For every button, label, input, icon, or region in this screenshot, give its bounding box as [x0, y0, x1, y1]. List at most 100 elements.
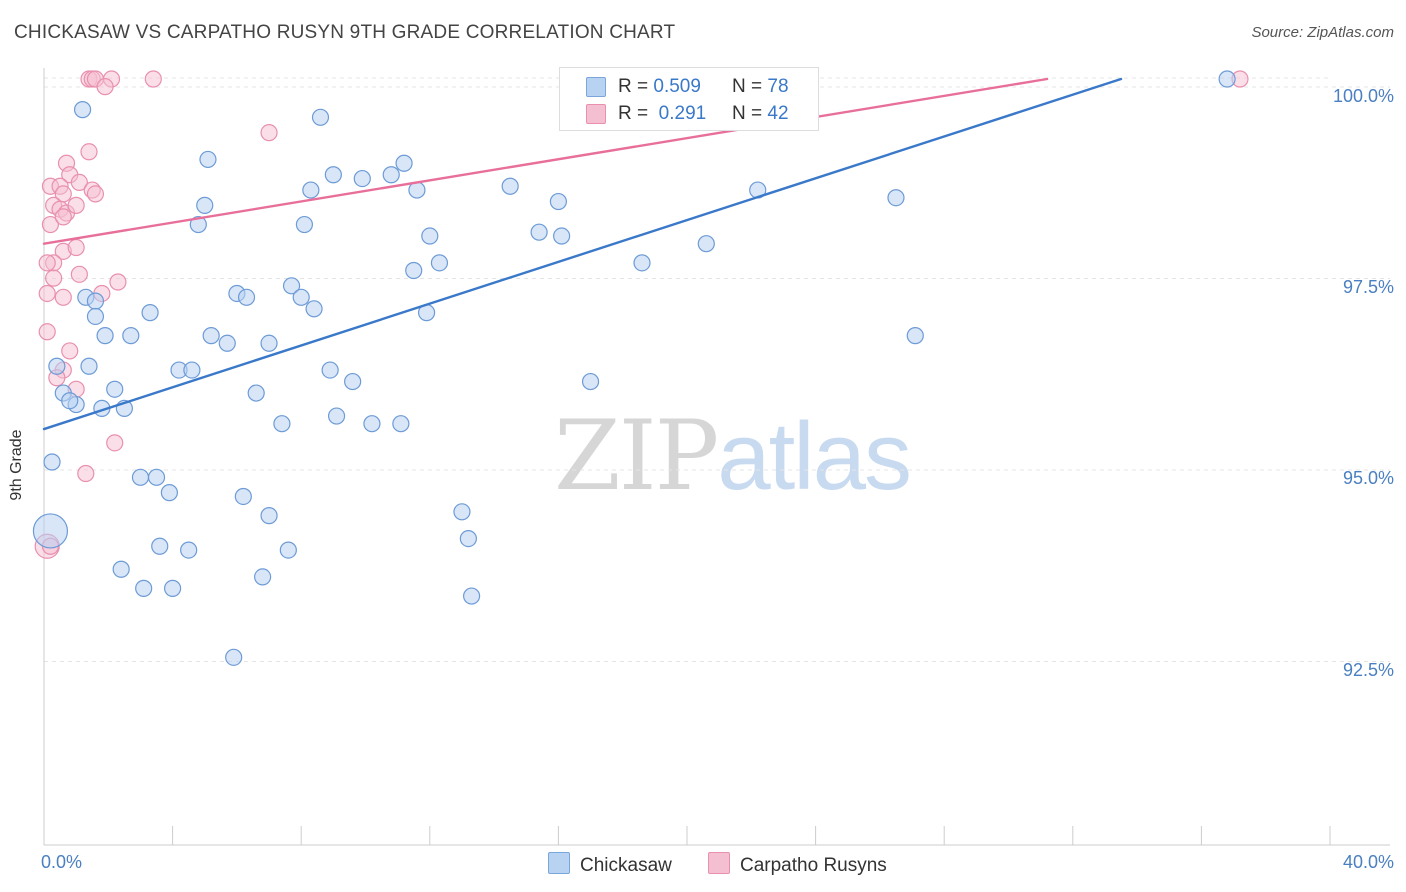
- bottom-legend-swatch-pink: [708, 852, 730, 874]
- r-label: R =: [618, 103, 649, 124]
- chickasaw-point: [327, 407, 346, 425]
- carpatho-rusyns-trend-line: [42, 77, 1049, 245]
- chickasaw-point: [180, 541, 198, 559]
- chickasaw-point: [247, 384, 265, 402]
- chickasaw-point: [363, 415, 381, 433]
- carpatho-rusyns-point: [41, 215, 60, 234]
- axes: [43, 68, 1390, 846]
- chickasaw-point: [501, 177, 519, 195]
- carpatho-rusyns-point: [77, 464, 95, 483]
- chickasaw-point: [697, 235, 715, 253]
- zipatlas-watermark: ZIPatlas: [554, 400, 912, 512]
- n-label: N =: [732, 103, 763, 124]
- chickasaw-point: [141, 304, 159, 322]
- legend-swatch-blue: [586, 77, 606, 97]
- chickasaw-point: [86, 292, 105, 310]
- chickasaw-point: [353, 169, 371, 188]
- carpatho-rusyns-point: [109, 273, 127, 291]
- chickasaw-point: [122, 327, 140, 345]
- chickasaw-point: [189, 215, 207, 234]
- chickasaw-point: [147, 468, 166, 486]
- chickasaw-point: [392, 415, 410, 433]
- chickasaw-point: [183, 361, 201, 379]
- carpatho-rusyns-point: [67, 238, 85, 257]
- chickasaw-point: [135, 579, 153, 597]
- trend-lines: [42, 77, 1123, 431]
- n-value: 42: [767, 103, 789, 124]
- carpatho-rusyns-point: [86, 185, 105, 203]
- chickasaw-point: [112, 560, 130, 578]
- y-tick-label: 97.5%: [1342, 277, 1394, 297]
- carpatho-rusyns-point: [54, 208, 72, 226]
- chickasaw-point: [906, 327, 924, 345]
- chickasaw-point: [196, 196, 214, 214]
- legend-n-pink: N = 42: [732, 103, 789, 125]
- carpatho-rusyns-point: [70, 265, 88, 283]
- chickasaw-point: [32, 513, 69, 549]
- chickasaw-points: [32, 70, 1236, 666]
- chickasaw-point: [131, 468, 150, 486]
- source-label: Source: ZipAtlas.com: [1251, 24, 1394, 41]
- bottom-legend-label-blue: Chickasaw: [580, 855, 672, 876]
- carpatho-rusyns-point: [260, 124, 278, 142]
- chickasaw-point: [633, 254, 651, 272]
- chickasaw-point: [254, 568, 272, 586]
- chickasaw-point: [305, 300, 323, 318]
- chickasaw-point: [218, 334, 236, 352]
- chickasaw-point: [80, 357, 98, 375]
- legend-n-blue: N = 78: [732, 76, 789, 98]
- chickasaw-point: [581, 372, 600, 391]
- chickasaw-point: [453, 503, 471, 521]
- chickasaw-point: [302, 181, 320, 199]
- chickasaw-trend-line: [42, 77, 1123, 431]
- r-value: 0.509: [653, 76, 701, 97]
- bottom-legend-chickasaw: Chickasaw: [548, 852, 672, 877]
- chickasaw-point: [273, 415, 291, 433]
- r-label: R =: [618, 76, 649, 97]
- chickasaw-point: [234, 487, 252, 506]
- chickasaw-point: [887, 189, 905, 207]
- carpatho-rusyns-point: [45, 269, 63, 287]
- chickasaw-point: [106, 380, 124, 398]
- correlation-legend: R = 0.509 N = 78 R = 0.291 N = 42: [559, 67, 819, 131]
- chickasaw-point: [73, 101, 92, 119]
- chickasaw-point: [151, 537, 169, 555]
- chickasaw-point: [279, 541, 297, 559]
- carpatho-rusyns-point: [38, 254, 56, 272]
- chickasaw-point: [395, 154, 413, 172]
- chickasaw-point: [160, 484, 178, 502]
- y-tick-label: 100.0%: [1332, 86, 1394, 106]
- chickasaw-point: [225, 648, 243, 666]
- chickasaw-point: [164, 579, 182, 597]
- chickasaw-point: [260, 334, 278, 352]
- n-value: 78: [767, 76, 789, 97]
- chickasaw-point: [324, 166, 342, 184]
- carpatho-rusyns-point: [106, 434, 124, 452]
- chickasaw-point: [549, 192, 568, 211]
- chickasaw-point: [260, 507, 278, 525]
- chickasaw-point: [61, 392, 79, 410]
- carpatho-rusyns-point: [38, 284, 56, 303]
- legend-swatch-pink: [586, 104, 606, 124]
- chickasaw-point: [344, 372, 362, 391]
- chart-title: CHICKASAW VS CARPATHO RUSYN 9TH GRADE CO…: [14, 22, 676, 43]
- chickasaw-point: [202, 327, 220, 345]
- carpatho-rusyns-point: [70, 173, 88, 192]
- chickasaw-point: [1218, 70, 1236, 88]
- y-tick-label: 92.5%: [1342, 660, 1394, 680]
- chickasaw-point: [382, 166, 400, 184]
- legend-r-blue: R = 0.509: [618, 76, 701, 98]
- bottom-legend-swatch-blue: [548, 852, 570, 874]
- chickasaw-point: [96, 327, 114, 345]
- x-tick-label-max: 40.0%: [1342, 852, 1394, 872]
- x-tick-label-min: 0.0%: [41, 852, 83, 872]
- carpatho-rusyns-point: [38, 323, 56, 341]
- chickasaw-point: [237, 288, 256, 306]
- r-value: 0.291: [658, 103, 707, 124]
- watermark-zip: ZIP: [554, 400, 719, 512]
- chickasaw-point: [199, 150, 217, 169]
- carpatho-rusyns-point: [67, 196, 85, 214]
- bottom-legend-carpatho: Carpatho Rusyns: [708, 852, 887, 877]
- chickasaw-point: [530, 223, 548, 241]
